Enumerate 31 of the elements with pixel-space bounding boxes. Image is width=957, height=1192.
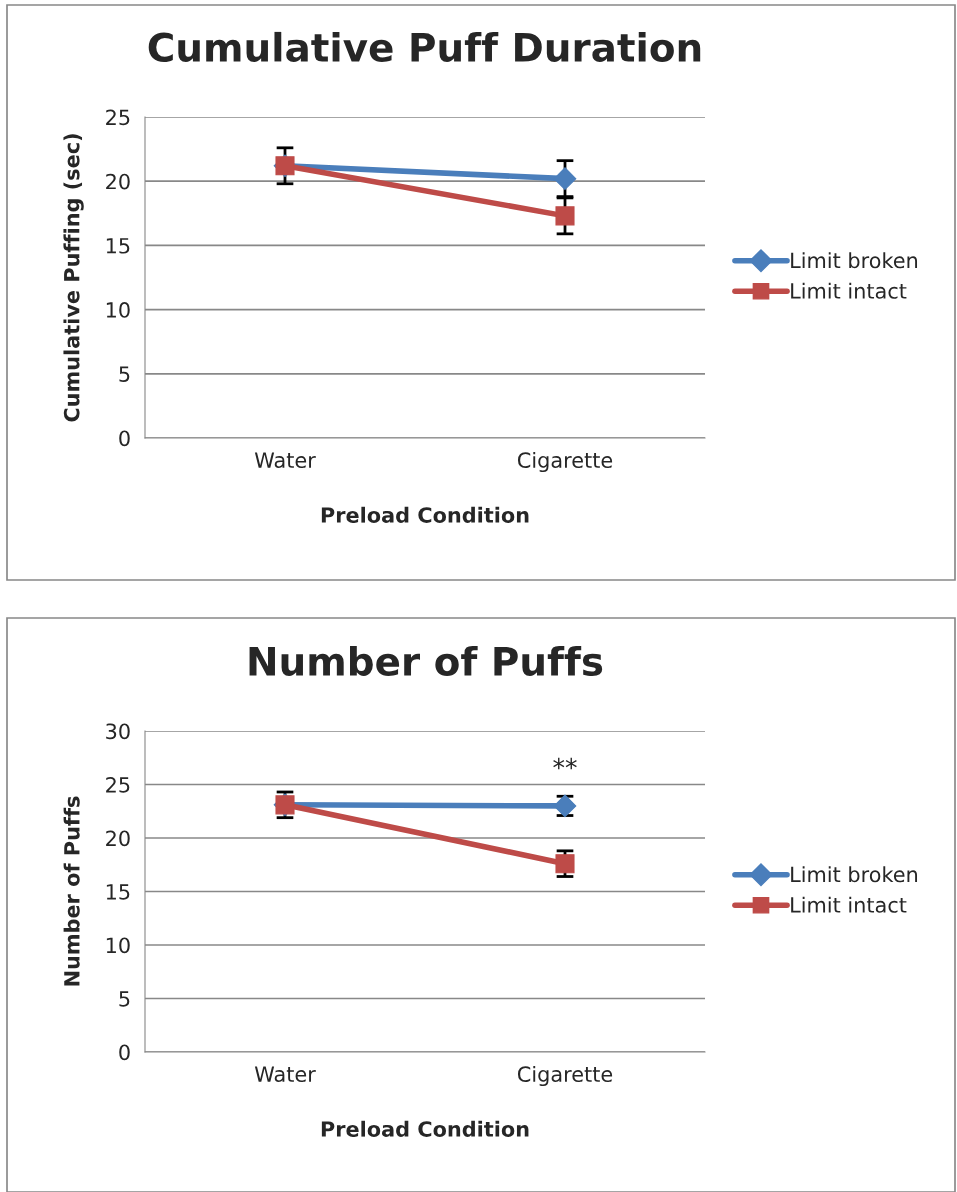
y-tick-label: 20 [106, 830, 130, 847]
x-tick-label: Cigarette [517, 1065, 613, 1087]
y-tick-label: 20 [106, 173, 130, 190]
legend-label: Limit broken [791, 252, 918, 269]
y-tick-label: 0 [119, 1044, 130, 1061]
y-tick-label: 10 [106, 937, 130, 954]
y-tick-label: 10 [106, 302, 130, 318]
point [555, 854, 575, 874]
point [553, 167, 577, 190]
x-axis-title: Preload Condition [321, 506, 529, 523]
chart-title: Cumulative Puff Duration [148, 31, 701, 62]
y-tick-label: 15 [106, 238, 130, 254]
chart-title: Number of Puffs [249, 645, 603, 676]
y-tick-label: 15 [106, 884, 130, 900]
y-tick-label: 5 [119, 991, 130, 1007]
y-tick-label: 0 [119, 430, 130, 447]
y-tick-label: 25 [106, 776, 130, 793]
y-tick-label: 5 [119, 366, 130, 383]
y-axis-title: Number of Puffs [63, 796, 80, 986]
legend-label: Limit broken [791, 866, 918, 883]
y-axis-title: Cumulative Puffing (sec) [63, 134, 84, 422]
point [555, 206, 575, 226]
y-tick-label: 25 [106, 109, 130, 126]
legend-label: Limit intact [791, 282, 907, 299]
x-tick-label: Cigarette [517, 451, 613, 473]
x-tick-label: Water [254, 452, 316, 469]
x-axis-title: Preload Condition [321, 1120, 529, 1137]
y-tick-label: 30 [106, 723, 130, 740]
x-tick-label: Water [254, 1066, 316, 1083]
annotation: ** [553, 757, 577, 770]
legend-label: Limit intact [791, 896, 907, 913]
